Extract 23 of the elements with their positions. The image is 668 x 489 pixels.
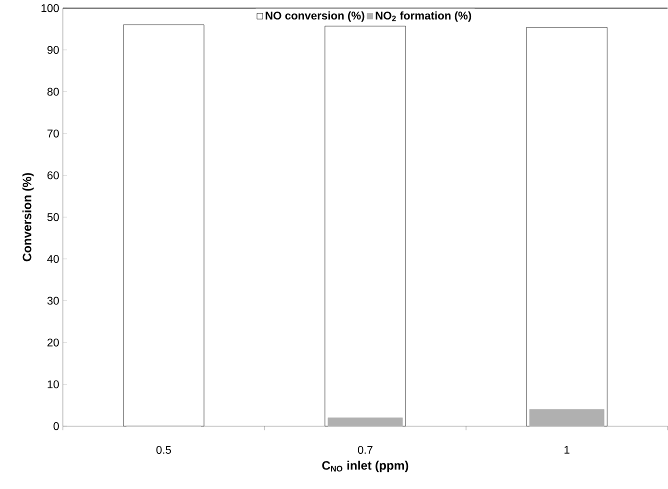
bar: [526, 27, 608, 426]
y-tick-label: 0: [54, 422, 59, 430]
y-tick-label: 80: [47, 88, 59, 96]
y-tick-label: 90: [47, 46, 59, 54]
x-tick-label: 0.7: [358, 446, 372, 454]
x-tick-label: 0.5: [156, 446, 171, 454]
y-tick-label: 40: [47, 254, 59, 263]
bar: [328, 418, 403, 426]
y-axis-title: Conversion (%): [22, 173, 34, 262]
x-tick-label: 1: [564, 446, 570, 454]
bar: [529, 409, 604, 426]
y-tick-label: 60: [47, 171, 59, 180]
y-tick-label: 30: [47, 296, 59, 305]
x-axis-title: C$_{NO}$ inlet (ppm): [322, 460, 408, 472]
y-tick-label: 50: [47, 213, 59, 222]
y-tick-label: 10: [48, 380, 59, 388]
y-tick-label: 70: [47, 130, 59, 138]
bar: [123, 24, 204, 426]
y-tick-label: 100: [42, 4, 59, 12]
y-tick-label: 20: [47, 338, 59, 346]
legend-label: NO conversion (%): [266, 11, 364, 22]
legend-label: NO$_{2}$ formation (%): [376, 11, 472, 22]
bar: [324, 26, 406, 426]
